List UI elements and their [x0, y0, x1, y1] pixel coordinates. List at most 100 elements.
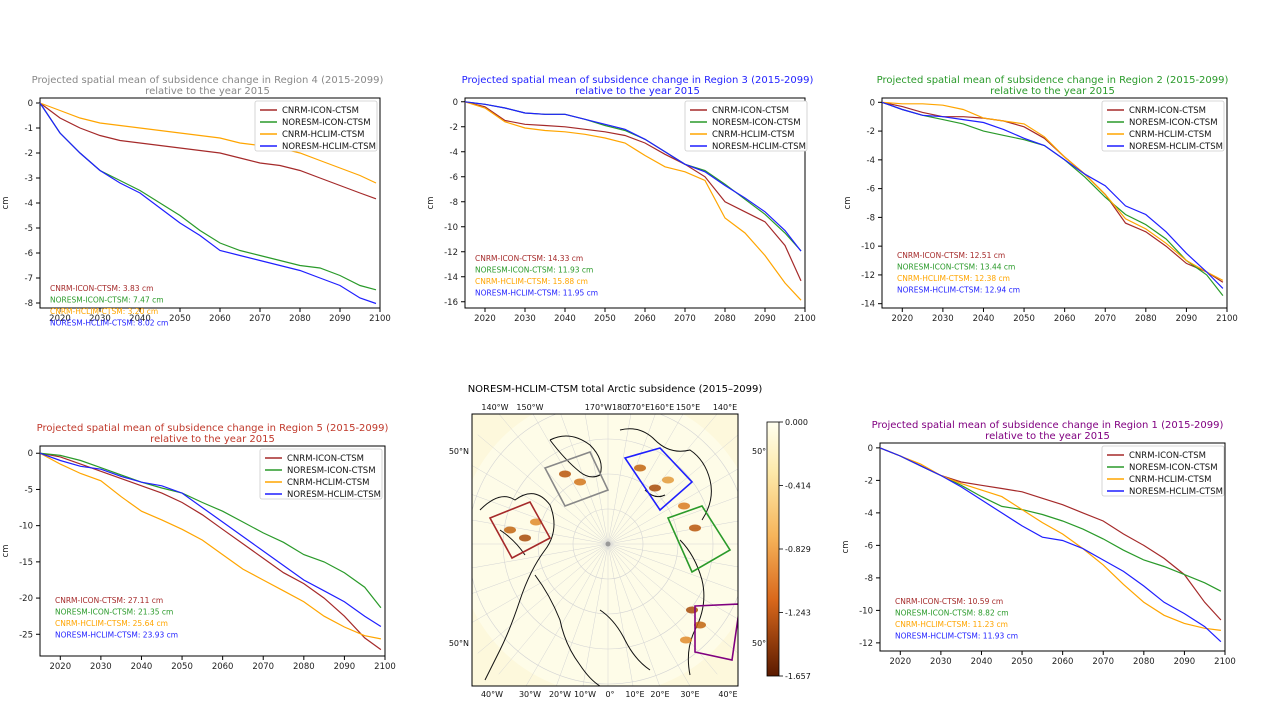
- meridian-line: [607, 496, 738, 545]
- legend-box: [1101, 100, 1225, 152]
- x-tick-label: 2070: [1094, 314, 1116, 324]
- legend: CNRM-ICON-CTSM NORESM-ICON-CTSM CNRM-HCLIM…: [1101, 445, 1225, 497]
- chart-svg: 2020 2030 2040 2050 2060 2070 2080 2090 2100 0 -2 -…: [426, 97, 816, 324]
- meridian-line: [472, 465, 609, 545]
- legend-box: [254, 100, 378, 152]
- subsidence-hotspot: [574, 478, 586, 486]
- x-tick-label: 2020: [49, 662, 71, 672]
- y-tick-label: -8: [25, 299, 33, 309]
- colorbar-tick-label: -1.243: [785, 609, 811, 618]
- chart-title-line1: Projected spatial mean of subsidence cha…: [876, 75, 1229, 86]
- meridian-line: [532, 414, 609, 545]
- arctic-map-panel: NORESM-HCLIM-CTSM total Arctic subsidenc…: [440, 380, 840, 720]
- bottom-longitude-label: 30°W: [519, 690, 541, 699]
- chart-title: Projected spatial mean of subsidence cha…: [440, 75, 835, 97]
- chart-title: Projected spatial mean of subsidence cha…: [850, 420, 1245, 442]
- y-tick-label: -16: [444, 298, 458, 308]
- series-line: [39, 102, 377, 200]
- axes-frame: [881, 97, 1228, 309]
- x-tick-label: 2020: [49, 314, 71, 324]
- colorbar-tick-label: -1.657: [785, 672, 811, 681]
- subsidence-hotspot: [678, 502, 690, 510]
- colorbar-tick-label: -0.829: [785, 545, 811, 554]
- y-tick-label: -12: [859, 639, 873, 649]
- arctic-map: 140°W 150°W 170°W180°170°E 160°E 150°E 140°E 4…: [449, 403, 811, 699]
- legend: CNRM-ICON-CTSM NORESM-ICON-CTSM CNRM-HCLIM…: [254, 100, 378, 152]
- region-box: [694, 603, 738, 661]
- axes-frame: [39, 445, 386, 657]
- chart-title-line1: Projected spatial mean of subsidence cha…: [461, 75, 814, 86]
- y-tick-label: -8: [450, 198, 458, 208]
- axes-frame: [879, 442, 1226, 652]
- x-tick-label: 2050: [1011, 657, 1033, 667]
- annotation-text: NORESM-HCLIM-CTSM: 23.93 cm: [55, 631, 178, 640]
- annotation-text: CNRM-ICON-CTSM: 27.11 cm: [55, 596, 163, 605]
- y-tick-label: 0: [453, 98, 458, 108]
- y-tick-label: -3: [25, 174, 33, 184]
- subsidence-hotspot: [694, 621, 706, 629]
- legend-label: NORESM-ICON-CTSM: [712, 118, 801, 128]
- meridian-line: [556, 543, 609, 686]
- meridian-line: [607, 468, 738, 545]
- series-line: [879, 447, 1222, 643]
- annotation-text: CNRM-HCLIM-CTSM: 3.20 cm: [50, 307, 158, 316]
- x-tick-label: 2080: [1135, 314, 1157, 324]
- plot-area: 2020 2030 2040 2050 2060 2070 2080 2090 2100 0 -2 -…: [841, 442, 1236, 667]
- y-tick-label: -6: [25, 249, 33, 259]
- legend-label: CNRM-HCLIM-CTSM: [287, 478, 369, 488]
- chart-title: Projected spatial mean of subsidence cha…: [10, 75, 405, 97]
- subsidence-hotspot: [689, 524, 701, 532]
- chart-region1: Projected spatial mean of subsidence cha…: [840, 415, 1260, 675]
- chart-svg: 2020 2030 2040 2050 2060 2070 2080 2090 2100 0 -1 -…: [1, 97, 391, 328]
- map-title: NORESM-HCLIM-CTSM total Arctic subsidenc…: [467, 384, 763, 395]
- series-line: [39, 452, 382, 628]
- x-tick-label: 2040: [971, 657, 993, 667]
- x-tick-label: 2050: [171, 662, 193, 672]
- legend: CNRM-ICON-CTSM NORESM-ICON-CTSM CNRM-HCLIM…: [684, 100, 808, 152]
- y-axis-label: cm: [843, 197, 853, 210]
- subsidence-hotspot: [680, 636, 692, 644]
- y-axis-label: cm: [841, 541, 851, 554]
- y-tick-label: -6: [450, 173, 458, 183]
- x-tick-label: 2070: [249, 314, 271, 324]
- meridian-line: [560, 414, 609, 545]
- series-line: [39, 452, 382, 640]
- x-tick-label: 2100: [1216, 314, 1238, 324]
- x-tick-label: 2030: [90, 662, 112, 672]
- x-tick-label: 2080: [1133, 657, 1155, 667]
- legend-label: NORESM-ICON-CTSM: [282, 118, 371, 128]
- coastline: [549, 435, 602, 478]
- chart-title-line1: Projected spatial mean of subsidence cha…: [36, 423, 389, 434]
- legend-label: CNRM-ICON-CTSM: [1129, 451, 1206, 461]
- right-latitude-label: 50°: [752, 639, 766, 648]
- meridian-line: [498, 543, 609, 675]
- legend-label: NORESM-ICON-CTSM: [1129, 118, 1218, 128]
- colorbar-tick-label: -0.414: [785, 482, 811, 491]
- meridian-line: [477, 543, 609, 654]
- meridian-line: [477, 434, 609, 545]
- meridian-line: [472, 543, 609, 623]
- coastline: [599, 609, 651, 671]
- meridian-line: [607, 414, 632, 545]
- map-content: [472, 414, 738, 686]
- legend-label: CNRM-HCLIM-CTSM: [712, 130, 794, 140]
- y-tick-label: -4: [450, 148, 458, 158]
- series-line: [39, 102, 377, 184]
- legend-label: CNRM-HCLIM-CTSM: [1129, 130, 1211, 140]
- bottom-longitude-label: 10°W: [574, 690, 596, 699]
- y-tick-label: 0: [28, 99, 33, 109]
- meridian-line: [472, 543, 609, 569]
- meridian-line: [498, 414, 609, 545]
- bottom-longitude-label: 30°E: [680, 690, 699, 699]
- x-tick-label: 2030: [514, 314, 536, 324]
- top-longitude-label: 160°E: [650, 403, 674, 412]
- x-tick-label: 2100: [1214, 657, 1236, 667]
- x-tick-label: 2090: [1176, 314, 1198, 324]
- annotation-text: NORESM-ICON-CTSM: 7.47 cm: [50, 296, 164, 305]
- legend-label: NORESM-HCLIM-CTSM: [712, 142, 806, 152]
- north-pole-marker: [605, 541, 611, 547]
- annotation-text: CNRM-HCLIM-CTSM: 12.38 cm: [897, 274, 1010, 283]
- chart-subtitle: relative to the year 2015: [990, 86, 1115, 97]
- legend-label: CNRM-HCLIM-CTSM: [282, 130, 364, 140]
- annotation-text: CNRM-ICON-CTSM: 12.51 cm: [897, 251, 1005, 260]
